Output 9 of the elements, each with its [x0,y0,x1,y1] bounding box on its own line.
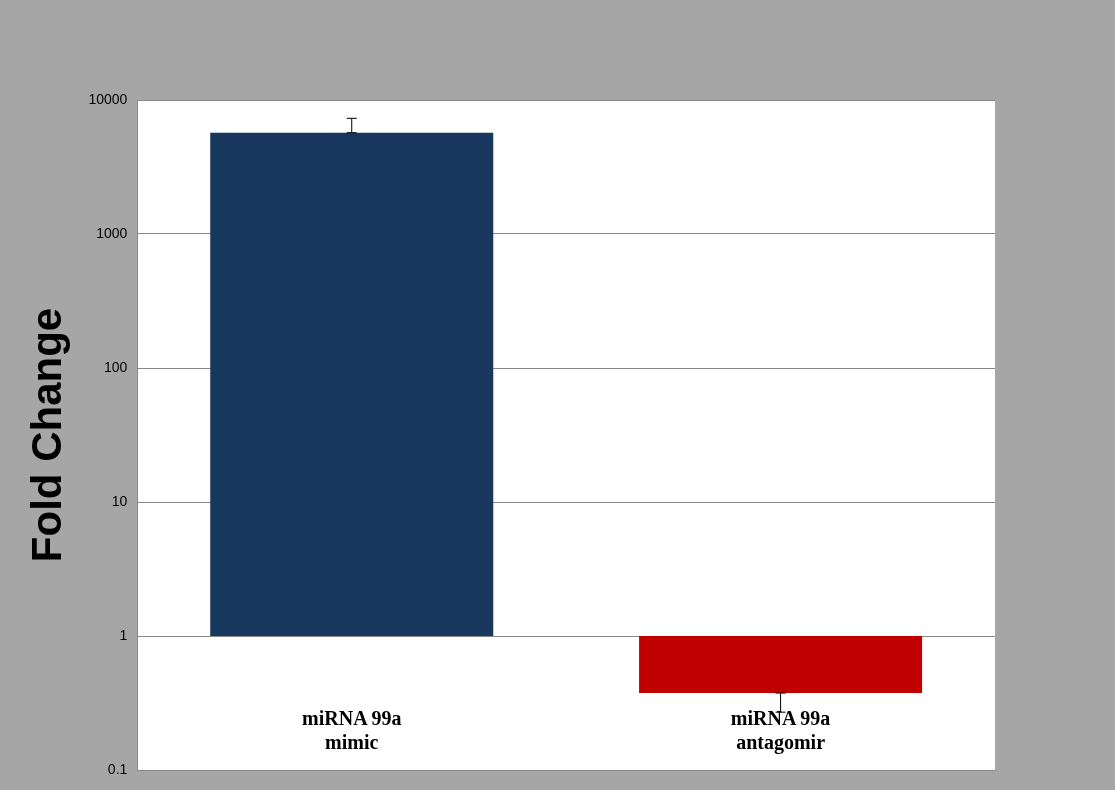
x-tick-label: miRNA 99a antagomir [730,707,831,755]
y-tick-label: 1000 [96,224,128,241]
x-tick-label: miRNA 99a mimic [302,707,402,754]
y-axis-title: Fold Change [22,307,70,563]
y-tick-label: 10 [111,492,128,509]
y-tick-label: 1 [119,626,128,643]
y-tick-label: 10000 [88,90,128,107]
y-tick-label: 0.1 [107,760,128,777]
y-tick-label: 100 [103,358,128,375]
